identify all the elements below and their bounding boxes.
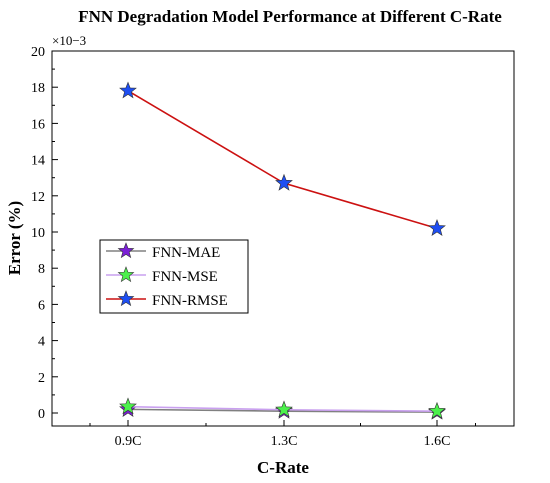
plot-frame [51, 50, 515, 427]
y-tick-label: 20 [31, 45, 45, 60]
data-point [428, 219, 446, 236]
data-point [275, 400, 293, 418]
x-tick-label: 1.3C [271, 434, 298, 449]
plot-area [51, 50, 515, 427]
y-axis: 0 2 4 6 8 10 12 14 16 18 20 [31, 45, 58, 422]
legend-label: FNN-MAE [152, 245, 220, 261]
data-point [428, 401, 446, 419]
y-tick-label: 12 [31, 190, 45, 205]
data-point [275, 173, 293, 191]
series-layer [119, 81, 446, 420]
y-tick-label: 2 [38, 371, 45, 386]
series-fnn-mse [119, 397, 446, 419]
legend-label: FNN-RMSE [152, 293, 228, 309]
legend-item: FNN-MAE [106, 242, 220, 261]
legend-item: FNN-RMSE [106, 290, 228, 309]
y-tick-label: 10 [31, 226, 45, 241]
legend-marker [117, 290, 135, 307]
y-tick-label: 0 [38, 407, 45, 422]
y-tick-label: 6 [38, 298, 45, 313]
data-point [119, 397, 137, 415]
x-tick-label: 1.6C [424, 434, 451, 449]
y-tick-label: 8 [38, 262, 45, 277]
series-fnn-rmse [119, 81, 446, 236]
legend-marker [117, 266, 135, 283]
y-axis-label: Error (%) [5, 201, 24, 275]
legend: FNN-MAE FNN-MSE FNN-RMSE [99, 239, 249, 314]
y-tick-label: 16 [31, 117, 45, 132]
y-tick-label: 18 [31, 81, 45, 96]
chart-title: FNN Degradation Model Performance at Dif… [78, 7, 502, 26]
series-line [127, 90, 438, 230]
legend-item: FNN-MSE [106, 266, 218, 285]
legend-marker [117, 242, 135, 259]
x-axis-label: C-Rate [257, 458, 309, 477]
y-tick-label: 14 [31, 154, 45, 169]
y-tick-label: 4 [38, 335, 45, 350]
y-multiplier-label: ×10−3 [52, 33, 86, 48]
x-axis: 0.9C 1.3C 1.6C [89, 420, 476, 449]
x-tick-label: 0.9C [115, 434, 142, 449]
legend-label: FNN-MSE [152, 269, 218, 285]
data-point [119, 81, 137, 99]
